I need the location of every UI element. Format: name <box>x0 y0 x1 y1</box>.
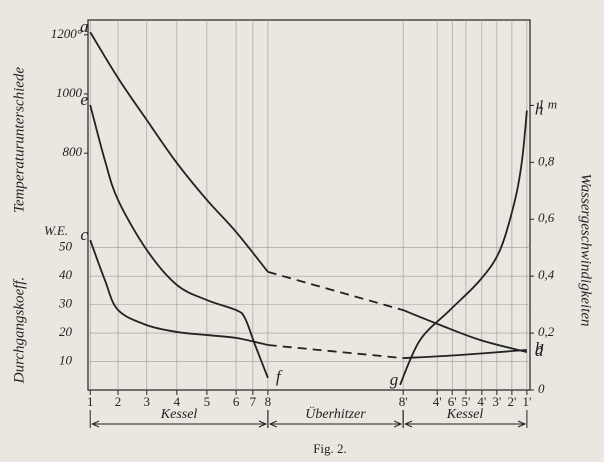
x-tick-label: 5' <box>461 394 470 409</box>
y2-tick-label: 0 <box>538 381 545 396</box>
x-tick-label: 8' <box>399 394 408 409</box>
y2-tick-label: 0,8 <box>538 153 555 168</box>
x-tick-label: 1' <box>522 394 531 409</box>
curve <box>89 104 269 379</box>
curve-label: b <box>535 339 544 358</box>
caption: Fig. 2. <box>313 441 347 456</box>
y3-tick-label: 20 <box>59 324 73 339</box>
y2-tick-label: 0,2 <box>538 324 555 339</box>
x-tick-label: 4' <box>477 394 486 409</box>
curve <box>267 344 404 360</box>
curve-label: g <box>390 370 399 389</box>
y3-tick-label: 40 <box>59 267 73 282</box>
curve <box>399 110 528 386</box>
y-tick-label: 1200° <box>51 26 82 41</box>
x-tick-label: 4 <box>174 394 181 409</box>
y3-tick-label: 50 <box>59 239 73 254</box>
section-label: Überhitzer <box>305 405 366 422</box>
y3-tick-label: 10 <box>59 353 73 368</box>
x-tick-label: 4' <box>433 394 442 409</box>
y-tick-label: 800 <box>63 144 83 159</box>
section-label: Kessel <box>160 407 198 422</box>
x-tick-label: 3 <box>144 394 151 409</box>
x-tick-label: 1 <box>87 394 94 409</box>
curve <box>89 31 269 273</box>
y-tick-label: 1000 <box>56 85 83 100</box>
x-tick-label: 8 <box>265 394 272 409</box>
y2-tick-label: 1 m <box>538 96 557 111</box>
y2-axis-title: Wassergeschwindigkeiten <box>578 173 594 326</box>
curve-label: a <box>80 17 89 36</box>
x-tick-label: 6 <box>233 394 240 409</box>
y3-unit: W.E. <box>44 223 68 238</box>
x-tick-label: 6' <box>448 394 457 409</box>
y3-tick-label: 30 <box>58 296 73 311</box>
curve <box>402 309 528 353</box>
curve-label: c <box>80 225 88 244</box>
curve-label: f <box>276 367 283 386</box>
curve <box>403 348 527 360</box>
y2-tick-label: 0,4 <box>538 267 555 282</box>
curve-label: e <box>80 90 88 109</box>
x-tick-label: 2 <box>115 394 122 409</box>
x-tick-label: 7 <box>250 394 257 409</box>
curve-label: h <box>535 99 544 118</box>
curve-label: d <box>535 341 544 360</box>
x-tick-label: 3' <box>492 394 501 409</box>
section-label: Kessel <box>446 407 484 422</box>
plot-frame <box>87 19 531 391</box>
y2-tick-label: 0,6 <box>538 210 555 225</box>
y3-axis-title: Durchgangskoeff. <box>11 277 27 385</box>
x-tick-label: 2' <box>507 394 516 409</box>
curve <box>89 239 269 346</box>
y-axis-title: Temperaturunterschiede <box>11 67 27 213</box>
x-tick-label: 5 <box>204 394 211 409</box>
